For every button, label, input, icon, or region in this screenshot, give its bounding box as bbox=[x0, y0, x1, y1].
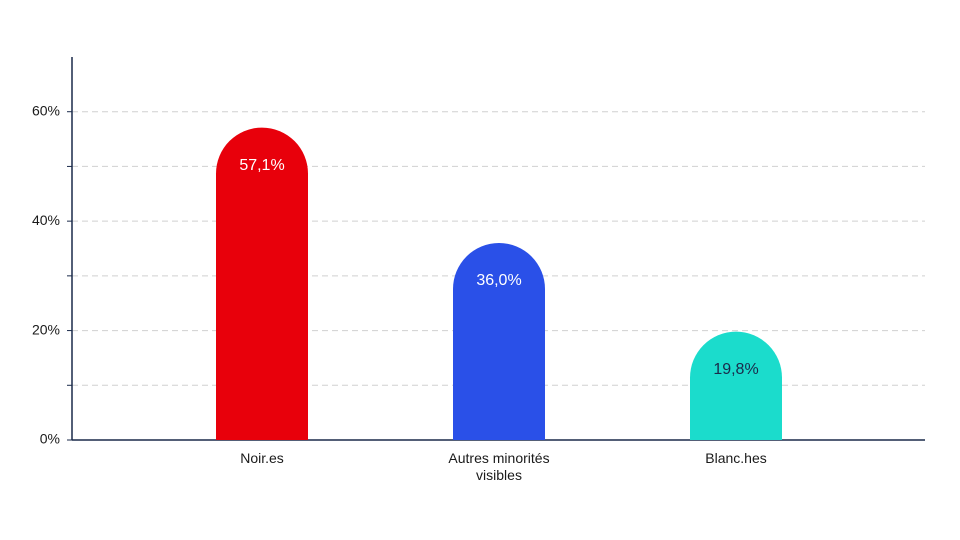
bar bbox=[216, 127, 308, 441]
x-tick-label-box: Blanc.hes bbox=[705, 450, 767, 466]
y-tick-label: 40% bbox=[32, 212, 60, 228]
y-tick-label: 20% bbox=[32, 321, 60, 337]
value-label: 36,0% bbox=[476, 272, 521, 289]
x-tick-label-box: Autres minorités visibles bbox=[448, 450, 550, 483]
value-label: 57,1% bbox=[239, 157, 284, 174]
value-label: 19,8% bbox=[713, 361, 758, 378]
x-tick-label: Blanc.hes bbox=[705, 450, 767, 466]
bar bbox=[453, 243, 545, 440]
bar bbox=[690, 331, 782, 440]
x-tick-label: Autres minorités visibles bbox=[448, 450, 550, 483]
y-tick-label: 0% bbox=[40, 431, 60, 447]
x-tick-label-box: Noir.es bbox=[240, 450, 284, 466]
y-tick-label: 60% bbox=[32, 102, 60, 118]
x-tick-label: Noir.es bbox=[240, 450, 284, 466]
